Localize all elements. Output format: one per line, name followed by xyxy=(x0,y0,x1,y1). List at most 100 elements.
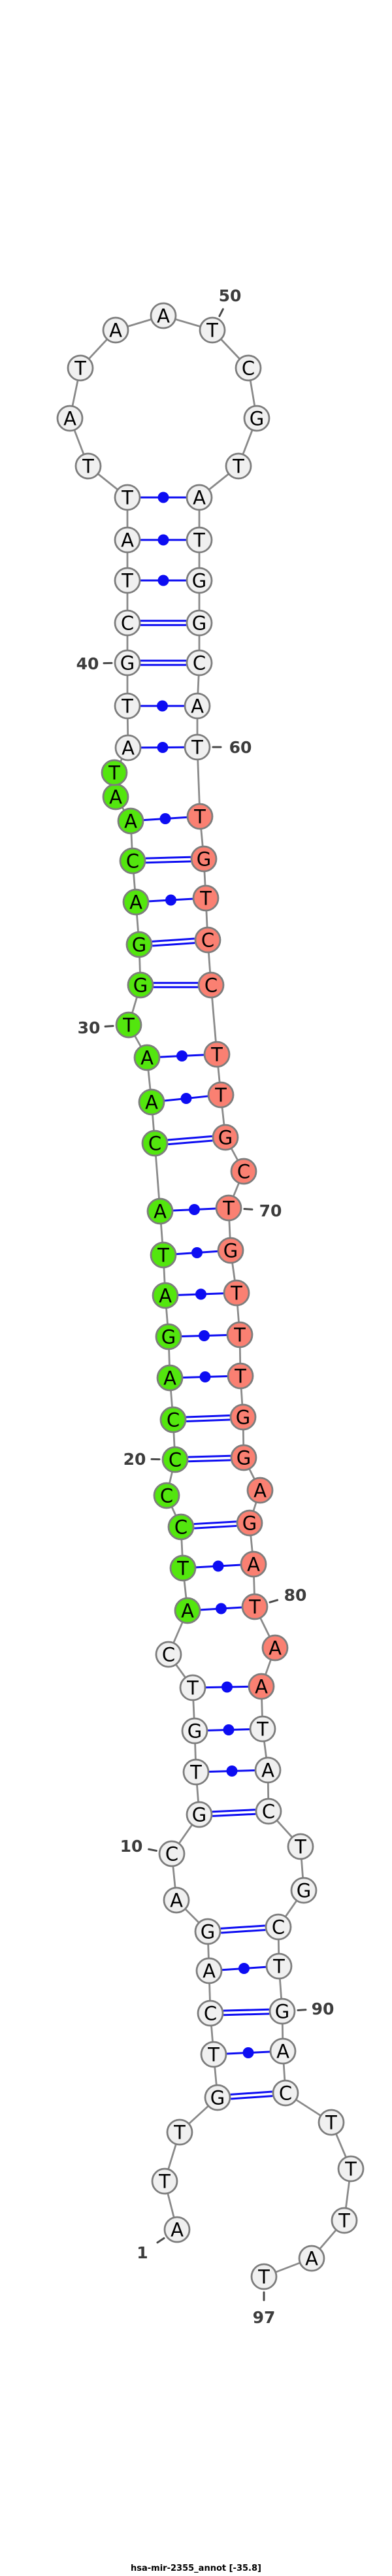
nucleotide-88-C[interactable]: C xyxy=(265,1913,292,1941)
nucleotide-circle[interactable] xyxy=(181,1717,208,1745)
nucleotide-72-T[interactable]: T xyxy=(223,1279,250,1307)
nucleotide-circle[interactable] xyxy=(223,1279,250,1307)
nucleotide-80-T[interactable]: T xyxy=(241,1593,269,1620)
nucleotide-circle[interactable] xyxy=(141,1129,169,1157)
nucleotide-circle[interactable] xyxy=(159,1406,187,1433)
nucleotide-29-A[interactable]: A xyxy=(133,1044,161,1071)
nucleotide-6-C[interactable]: C xyxy=(197,1999,224,2027)
nucleotide-77-A[interactable]: A xyxy=(246,1477,274,1504)
nucleotide-circle[interactable] xyxy=(119,847,146,875)
nucleotide-circle[interactable] xyxy=(207,1081,235,1109)
nucleotide-92-C[interactable]: C xyxy=(272,2079,299,2107)
nucleotide-circle[interactable] xyxy=(229,1403,257,1431)
nucleotide-circle[interactable] xyxy=(186,803,214,830)
nucleotide-58-C[interactable]: C xyxy=(186,649,213,677)
nucleotide-circle[interactable] xyxy=(114,567,141,594)
nucleotide-12-T[interactable]: T xyxy=(182,1758,210,1786)
nucleotide-75-G[interactable]: G xyxy=(229,1403,257,1431)
nucleotide-82-A[interactable]: A xyxy=(248,1673,275,1700)
nucleotide-circle[interactable] xyxy=(269,2037,297,2065)
nucleotide-86-T[interactable]: T xyxy=(287,1833,314,1860)
nucleotide-circle[interactable] xyxy=(236,1509,263,1537)
nucleotide-57-G[interactable]: G xyxy=(186,609,213,637)
nucleotide-circle[interactable] xyxy=(117,807,144,835)
nucleotide-circle[interactable] xyxy=(151,2167,178,2195)
nucleotide-20-C[interactable]: C xyxy=(161,1446,189,1473)
nucleotide-circle[interactable] xyxy=(155,1641,182,1668)
nucleotide-circle[interactable] xyxy=(114,609,141,637)
nucleotide-71-G[interactable]: G xyxy=(217,1237,244,1264)
nucleotide-circle[interactable] xyxy=(146,1197,174,1225)
nucleotide-circle[interactable] xyxy=(225,452,252,480)
nucleotide-49-A[interactable]: A xyxy=(150,302,177,329)
nucleotide-circle[interactable] xyxy=(261,1634,289,1662)
nucleotide-55-T[interactable]: T xyxy=(186,526,213,554)
nucleotide-circle[interactable] xyxy=(197,971,225,999)
nucleotide-circle[interactable] xyxy=(254,1756,282,1784)
nucleotide-circle[interactable] xyxy=(186,526,213,554)
nucleotide-circle[interactable] xyxy=(241,1593,269,1620)
nucleotide-circle[interactable] xyxy=(179,1674,206,1701)
nucleotide-45-T[interactable]: T xyxy=(74,452,102,480)
nucleotide-66-T[interactable]: T xyxy=(203,1041,231,1068)
nucleotide-84-A[interactable]: A xyxy=(254,1756,282,1784)
nucleotide-circle[interactable] xyxy=(156,1364,184,1392)
nucleotide-68-G[interactable]: G xyxy=(212,1124,239,1151)
nucleotide-circle[interactable] xyxy=(235,354,262,382)
nucleotide-circle[interactable] xyxy=(133,1044,161,1071)
nucleotide-circle[interactable] xyxy=(152,1282,179,1309)
nucleotide-circle[interactable] xyxy=(186,1801,213,1828)
nucleotide-50-T[interactable]: T xyxy=(199,316,226,344)
nucleotide-circle[interactable] xyxy=(153,1482,180,1509)
nucleotide-circle[interactable] xyxy=(186,649,213,677)
nucleotide-32-G[interactable]: G xyxy=(125,931,153,958)
nucleotide-28-A[interactable]: A xyxy=(138,1088,165,1116)
nucleotide-15-C[interactable]: C xyxy=(155,1641,182,1668)
nucleotide-circle[interactable] xyxy=(182,1758,210,1786)
nucleotide-5-T[interactable]: T xyxy=(200,2041,227,2068)
nucleotide-circle[interactable] xyxy=(174,1597,201,1624)
nucleotide-70-T[interactable]: T xyxy=(215,1194,242,1222)
nucleotide-30-T[interactable]: T xyxy=(115,1011,142,1039)
nucleotide-circle[interactable] xyxy=(158,1840,186,1867)
nucleotide-31-G[interactable]: G xyxy=(127,971,154,999)
nucleotide-24-A[interactable]: A xyxy=(152,1282,179,1309)
nucleotide-circle[interactable] xyxy=(102,316,129,344)
nucleotide-89-T[interactable]: T xyxy=(265,1952,293,1980)
nucleotide-circle[interactable] xyxy=(248,1673,275,1700)
nucleotide-79-A[interactable]: A xyxy=(240,1550,267,1578)
nucleotide-87-G[interactable]: G xyxy=(290,1877,318,1904)
nucleotide-circle[interactable] xyxy=(74,452,102,480)
nucleotide-circle[interactable] xyxy=(290,1877,318,1904)
nucleotide-circle[interactable] xyxy=(169,1554,197,1582)
nucleotide-34-C[interactable]: C xyxy=(119,847,146,875)
nucleotide-circle[interactable] xyxy=(212,1124,239,1151)
nucleotide-circle[interactable] xyxy=(114,649,141,677)
nucleotide-circle[interactable] xyxy=(115,1011,142,1039)
nucleotide-circle[interactable] xyxy=(246,1477,274,1504)
nucleotide-23-G[interactable]: G xyxy=(155,1323,182,1350)
nucleotide-59-A[interactable]: A xyxy=(184,692,211,720)
nucleotide-41-C[interactable]: C xyxy=(114,609,141,637)
nucleotide-circle[interactable] xyxy=(114,734,142,761)
nucleotide-circle[interactable] xyxy=(184,692,211,720)
nucleotide-circle[interactable] xyxy=(287,1833,314,1860)
nucleotide-43-A[interactable]: A xyxy=(114,526,141,554)
nucleotide-circle[interactable] xyxy=(155,1323,182,1350)
nucleotide-91-A[interactable]: A xyxy=(269,2037,297,2065)
nucleotide-circle[interactable] xyxy=(192,884,220,912)
nucleotide-8-G[interactable]: G xyxy=(194,1918,221,1945)
nucleotide-circle[interactable] xyxy=(226,1321,253,1348)
nucleotide-76-G[interactable]: G xyxy=(230,1444,257,1471)
nucleotide-circle[interactable] xyxy=(265,1913,292,1941)
nucleotide-81-A[interactable]: A xyxy=(261,1634,289,1662)
nucleotide-circle[interactable] xyxy=(331,2207,358,2234)
nucleotide-circle[interactable] xyxy=(186,484,213,511)
nucleotide-circle[interactable] xyxy=(217,1237,244,1264)
nucleotide-73-T[interactable]: T xyxy=(226,1321,253,1348)
nucleotide-circle[interactable] xyxy=(184,733,211,761)
nucleotide-circle[interactable] xyxy=(337,2155,365,2183)
nucleotide-circle[interactable] xyxy=(272,2079,299,2107)
nucleotide-circle[interactable] xyxy=(240,1550,267,1578)
nucleotide-42-T[interactable]: T xyxy=(114,567,141,594)
